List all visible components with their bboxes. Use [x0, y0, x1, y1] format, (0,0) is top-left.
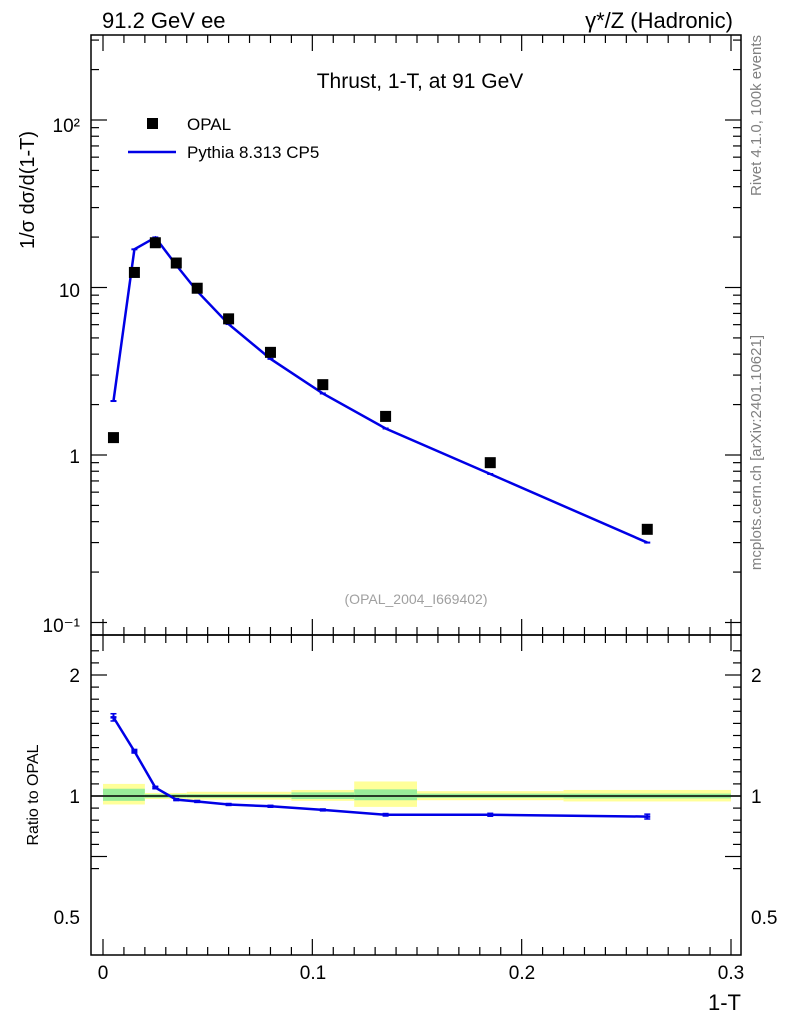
x-tick-label-0.3: 0.3 [718, 963, 744, 984]
ratio-tick-label-1-left: 1 [69, 787, 80, 808]
ratio-tick-label-0.5-left: 0.5 [54, 908, 80, 929]
ratio-tick-label-1-right: 1 [751, 787, 762, 808]
opal-point [223, 313, 235, 325]
legend-opal-label: OPAL [187, 115, 231, 134]
legend-opal-marker [147, 118, 158, 129]
main-axis-ticks [91, 35, 741, 635]
chart-title: Thrust, 1-T, at 91 GeV [317, 70, 524, 93]
opal-point [317, 379, 329, 391]
analysis-id: (OPAL_2004_I669402) [345, 591, 488, 607]
rivet-label: Rivet 4.1.0, 100k events [748, 35, 765, 196]
opal-point [264, 346, 276, 358]
ratio-series-group [110, 712, 651, 820]
main-y-axis-label: 1/σ dσ/d(1-T) [17, 131, 39, 249]
opal-point [191, 282, 203, 294]
x-tick-label-0.1: 0.1 [300, 963, 326, 984]
x-tick-label-0.2: 0.2 [509, 963, 535, 984]
ratio-tick-label-0.5-right: 0.5 [751, 908, 777, 929]
header-right: γ*/Z (Hadronic) [585, 8, 733, 33]
x-tick-label-0: 0 [98, 963, 109, 984]
opal-point [484, 457, 496, 469]
opal-point [128, 266, 140, 278]
ratio-y-axis-label: Ratio to OPAL [25, 744, 42, 845]
ratio-tick-label-2-left: 2 [69, 666, 80, 687]
y-tick-label-10: 10 [59, 281, 80, 302]
opal-point [380, 410, 392, 422]
band-inner-4 [354, 789, 417, 801]
opal-point [641, 523, 653, 535]
y-tick-label-1: 1 [69, 447, 80, 468]
mcplots-label: mcplots.cern.ch [arXiv:2401.10621] [748, 335, 765, 570]
band-inner-0 [103, 788, 145, 801]
x-axis-label: 1-T [708, 990, 741, 1015]
main-series-group [107, 235, 653, 544]
ratio-tick-label-2-right: 2 [751, 666, 762, 687]
ratio-panel-frame [90, 634, 742, 956]
opal-point [170, 257, 182, 269]
legend-pythia-label: Pythia 8.313 CP5 [187, 143, 319, 162]
opal-point [107, 432, 119, 444]
y-tick-label-100: 10² [53, 116, 80, 137]
opal-point [149, 237, 161, 249]
y-tick-label-0.1: 10⁻¹ [43, 616, 81, 637]
header-left: 91.2 GeV ee [102, 8, 226, 33]
